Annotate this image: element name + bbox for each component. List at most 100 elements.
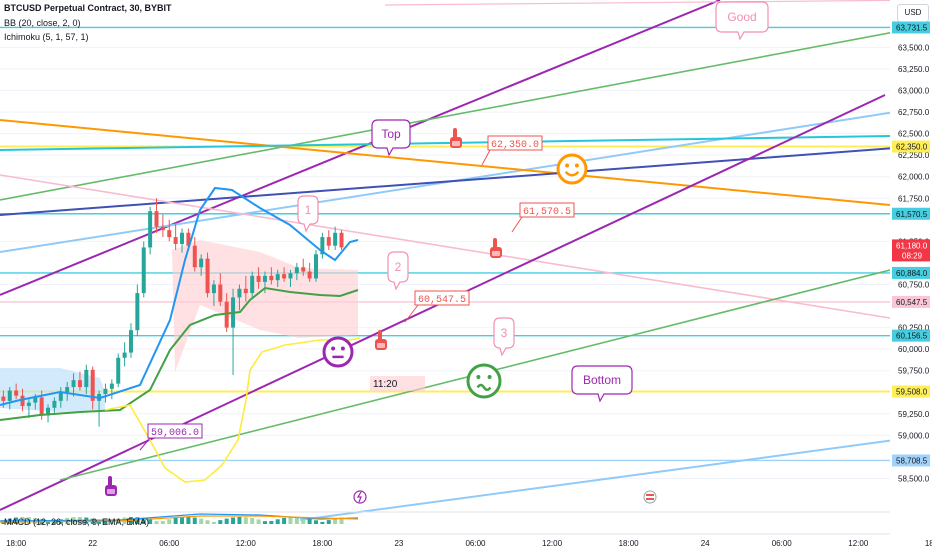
time-tick-label: 12:00 [848, 539, 869, 548]
hand-detail [492, 251, 500, 256]
macd-bar [320, 521, 325, 524]
candle-body [20, 395, 25, 407]
bb-indicator-label[interactable]: BB (20, close, 2, 0) [4, 18, 81, 28]
macd-bar [199, 518, 204, 524]
candle-body [52, 400, 57, 408]
callout-shape [493, 317, 515, 357]
macd-bar [294, 517, 299, 524]
price-badge-bg [892, 385, 930, 398]
hand-finger [493, 238, 497, 249]
price-label-badge: 60,156.5 [892, 329, 930, 342]
emoji-eye [487, 375, 492, 379]
flag-stripe [646, 494, 654, 496]
green-trendline-upper [0, 29, 906, 201]
us-flag-icon[interactable] [643, 490, 657, 504]
price-tick-label: 62,000.0 [898, 173, 930, 182]
orange-trendline [0, 119, 891, 206]
candle-body [211, 284, 216, 294]
time-tick-label: 18:00 [925, 539, 932, 548]
candle-body [26, 402, 31, 407]
callout-text: 1 [305, 203, 312, 217]
candle-body [275, 274, 280, 281]
last-price-text: 61,180.0 [896, 241, 928, 250]
ichimoku-base-line [0, 286, 359, 421]
candle-body [333, 232, 338, 246]
callout-top[interactable]: Top [371, 119, 411, 157]
callout-good[interactable]: Good [715, 1, 769, 41]
price-tick-label: 59,750.0 [898, 367, 930, 376]
candle-body [14, 390, 19, 396]
macd-bar [148, 519, 153, 524]
callout-shape [715, 1, 769, 41]
price-axis[interactable]: 63,500.0 63,250.0 63,000.0 62,750.0 62,500.0… [890, 0, 932, 550]
macd-bar [262, 521, 267, 524]
neutral-face-icon [322, 336, 354, 368]
macd-bar [154, 521, 159, 524]
hand-point-up-icon [450, 128, 462, 148]
macd-bar [288, 517, 293, 524]
horizontal-levels [0, 26, 890, 462]
time-tick-label: 06:00 [465, 539, 486, 548]
flag-stripe [646, 498, 654, 500]
callout-shape [371, 119, 411, 157]
hand-point-up-icon [105, 476, 117, 496]
price-tick-label: 62,750.0 [898, 108, 930, 117]
tag-pointer [139, 437, 151, 451]
time-tag-text: 11:20 [373, 379, 398, 390]
price-label-badge: 62,350.0 [892, 140, 930, 153]
candle-body [282, 274, 287, 279]
price-badge-text: 58,708.5 [896, 456, 928, 465]
callout-3[interactable]: 3 [493, 317, 515, 357]
macd-indicator-label[interactable]: MACD (12, 26, close, 9, EMA, EMA) [4, 517, 150, 527]
countdown-text: 08:29 [902, 251, 923, 260]
price-badge-text: 63,731.5 [896, 23, 928, 32]
price-label-badge: 60,884.0 [892, 266, 930, 279]
candle-body [250, 275, 255, 294]
time-tick-label: 12:00 [236, 539, 257, 548]
macd-bar [282, 517, 287, 524]
price-label-badge: 58,708.5 [892, 454, 930, 467]
last-price-bg [892, 239, 930, 262]
emoji-mouth [476, 383, 492, 392]
pink-trendline [0, 174, 891, 319]
blue-trendline-lower [299, 439, 896, 521]
time-axis[interactable]: 18:00 22 06:00 12:00 18:00 23 06:00 12:00 18:00 2… [0, 533, 932, 548]
candle-body [71, 380, 76, 388]
time-tick-label: 12:00 [542, 539, 563, 548]
price-tag-box [414, 290, 470, 306]
macd-bar [186, 517, 191, 524]
hand-finger [453, 128, 457, 139]
callout-1[interactable]: 1 [297, 195, 319, 233]
teal-trendline [0, 135, 891, 151]
price-tag-60547: 60,547.5 [414, 290, 470, 306]
price-tag-box [519, 202, 575, 218]
candle-body [180, 232, 185, 244]
macd-bar [231, 517, 236, 524]
candle-body [65, 387, 70, 393]
price-badge-bg [892, 140, 930, 153]
price-tag-62350: 62,350.0 [487, 135, 543, 151]
candle-body [116, 357, 121, 384]
navy-trendline [0, 147, 896, 216]
candle-body [77, 380, 82, 388]
macd-bar [180, 517, 185, 524]
pink-trendline-top [384, 0, 931, 6]
candle-body [141, 247, 146, 294]
macd-bar [46, 521, 51, 524]
callout-2[interactable]: 2 [387, 251, 409, 291]
callout-bottom[interactable]: Bottom [571, 365, 633, 403]
candle-body [199, 258, 204, 268]
ichimoku-indicator-label[interactable]: Ichimoku (5, 1, 57, 1) [4, 32, 89, 42]
candle-body [218, 284, 223, 302]
currency-button[interactable]: USD [897, 4, 929, 22]
price-tick-label: 58,500.0 [898, 474, 930, 483]
price-tick-label: 59,000.0 [898, 431, 930, 440]
time-tick-label: 18:00 [619, 539, 640, 548]
candle-body [154, 211, 159, 227]
lightning-icon[interactable] [353, 490, 367, 504]
event-circle [643, 490, 657, 504]
price-grid [0, 46, 890, 479]
hand-detail [377, 343, 385, 348]
